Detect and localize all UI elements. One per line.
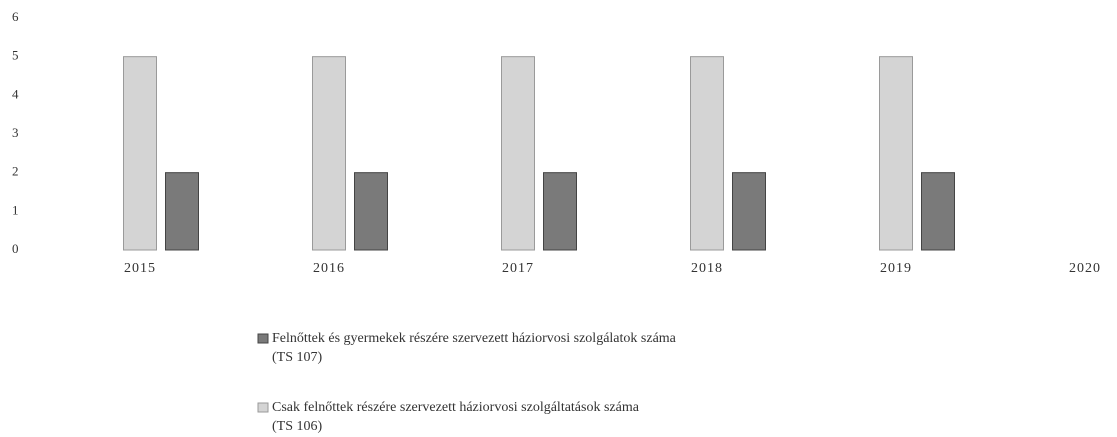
x-tick-label: 2016 xyxy=(313,261,345,276)
y-tick-label: 2 xyxy=(12,164,19,179)
bar xyxy=(123,56,157,251)
x-tick-label: 2019 xyxy=(880,261,912,276)
bar xyxy=(690,56,724,251)
y-tick-label: 5 xyxy=(12,48,19,63)
bar xyxy=(312,56,346,251)
y-tick-label: 4 xyxy=(12,86,19,101)
y-tick-label: 6 xyxy=(12,9,19,24)
bar xyxy=(501,56,535,251)
x-tick-label: 2020 xyxy=(1069,261,1101,276)
legend-swatch xyxy=(257,402,269,413)
x-tick-label: 2015 xyxy=(124,261,156,276)
bar xyxy=(165,172,199,251)
y-tick-label: 1 xyxy=(12,202,19,217)
y-tick-label: 3 xyxy=(12,125,19,140)
legend-swatch xyxy=(257,333,269,344)
bar xyxy=(732,172,766,251)
bar xyxy=(543,172,577,251)
legend-label: Felnőttek és gyermekek részére szervezet… xyxy=(272,331,677,365)
bar xyxy=(879,56,913,251)
y-tick-label: 0 xyxy=(12,241,19,256)
x-tick-label: 2018 xyxy=(691,261,723,276)
bar xyxy=(354,172,388,251)
x-tick-label: 2017 xyxy=(502,261,534,276)
bar xyxy=(921,172,955,251)
legend-label: Csak felnőttek részére szervezett házior… xyxy=(272,400,640,434)
